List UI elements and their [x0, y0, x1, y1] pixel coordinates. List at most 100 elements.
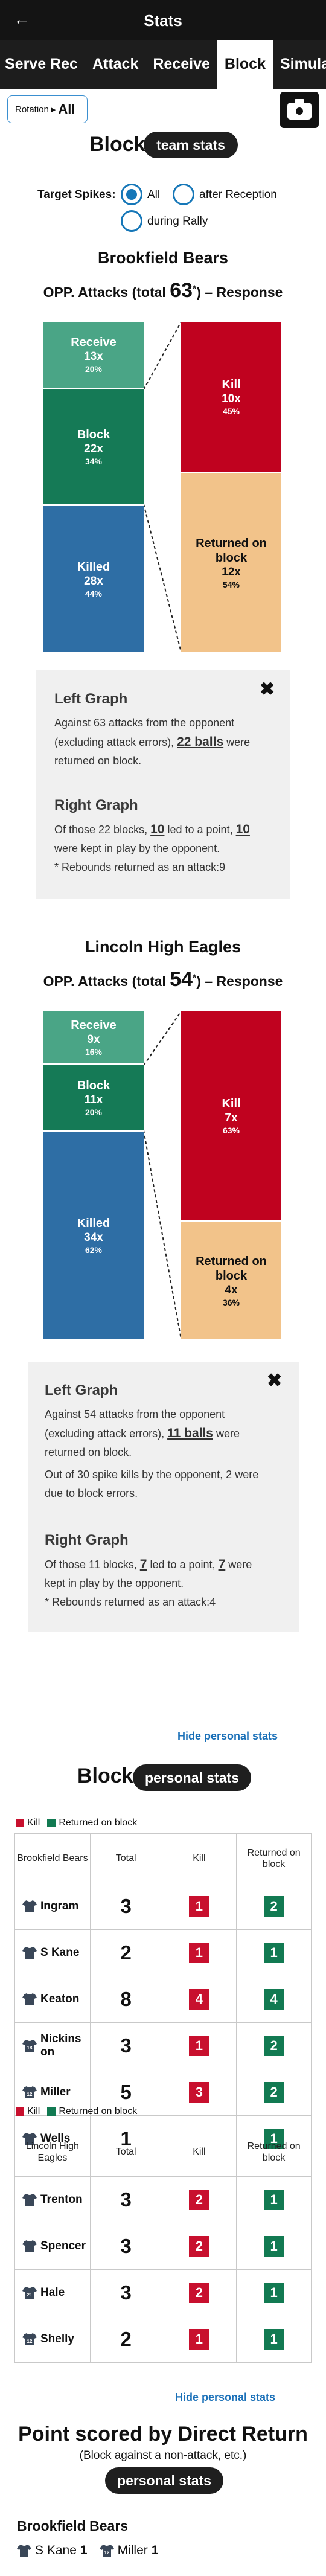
table-header-total: Total [89, 1833, 162, 1883]
team-name-2: Lincoln High Eagles [85, 938, 241, 956]
table-row[interactable]: 18 Nickinson 3 1 2 [14, 2022, 312, 2069]
player-name: Shelly [40, 2333, 74, 2345]
tab-receive[interactable]: Receive [153, 56, 210, 72]
close-x-icon[interactable]: ✖ [260, 679, 275, 699]
kill-badge: 2 [188, 2283, 209, 2303]
returned-badge: 1 [263, 2236, 284, 2257]
table-row[interactable]: 12 Shelly 2 1 1 [14, 2316, 312, 2363]
returned-cell: 1 [236, 1929, 312, 1976]
total-cell: 3 [89, 1883, 162, 1930]
direct-player-value: 1 [80, 2543, 88, 2557]
close-x-icon[interactable]: ✖ [267, 1371, 283, 1391]
returned-badge: 2 [263, 2082, 284, 2103]
returned-badge: 2 [263, 2036, 284, 2056]
hide-personal-stats-link[interactable]: Hide personal stats [175, 2391, 276, 2403]
jersey-icon [22, 1900, 37, 1913]
opp-attacks-line-2: OPP. Attacks (total 54*) – Response [43, 968, 283, 991]
kill-badge: 1 [188, 1943, 209, 1963]
kill-cell: 2 [161, 2176, 237, 2223]
player-name: Hale [40, 2286, 65, 2299]
jersey-icon [22, 2193, 37, 2206]
svg-text:12: 12 [27, 2092, 33, 2097]
total-cell: 3 [89, 2269, 162, 2316]
table-row[interactable]: Ingram 3 1 2 [14, 1883, 312, 1930]
returned-cell: 2 [236, 2069, 312, 2116]
total-cell: 8 [89, 1976, 162, 2023]
returned-badge: 1 [263, 2283, 284, 2303]
rotation-value: All [58, 101, 75, 117]
radio-during-rally[interactable] [121, 210, 142, 232]
right-graph-text: Of those 11 blocks, 7 led to a point, 7 … [45, 1557, 252, 1608]
balls-link[interactable]: 11 balls [167, 1426, 213, 1440]
radio-all[interactable] [121, 184, 142, 205]
kill-badge: 2 [188, 2190, 209, 2210]
arrow-left-icon[interactable]: ← [13, 10, 30, 28]
table-header-team: Brookfield Bears [14, 1833, 91, 1883]
seg-killed-2: Killed 34x 62% [43, 1132, 144, 1339]
returned-badge: 4 [263, 1989, 284, 2010]
direct-return-subtitle: (Block against a non-attack, etc.) [79, 2449, 247, 2462]
left-graph-title: Left Graph [54, 691, 128, 707]
total-cell: 3 [89, 2223, 162, 2270]
left-graph-text: Against 54 attacks from the opponent (ex… [45, 1408, 259, 1499]
jersey-icon [22, 1946, 37, 1959]
table-row[interactable]: 21 Hale 3 2 1 [14, 2269, 312, 2316]
balls-link[interactable]: 22 balls [177, 735, 224, 749]
info-box-1: ✖ Left Graph Against 63 attacks from the… [36, 670, 290, 899]
total-cell: 3 [89, 2022, 162, 2069]
table-row[interactable]: 12 Miller 5 3 2 [14, 2069, 312, 2116]
radio-after-reception-label: after Reception [199, 188, 277, 201]
right-graph-text: Of those 22 blocks, 10 led to a point, 1… [54, 822, 250, 873]
hide-personal-stats-link[interactable]: Hide personal stats [177, 1730, 278, 1742]
left-graph-text: Against 63 attacks from the opponent (ex… [54, 717, 251, 767]
table-header-returned: Returned on block [236, 1833, 312, 1883]
player-name: Nickinson [40, 2033, 82, 2059]
kill-cell: 3 [161, 2069, 237, 2116]
table-row[interactable]: Keaton 8 4 4 [14, 1976, 312, 2023]
kill-badge: 4 [188, 1989, 209, 2010]
kill-badge: 1 [188, 2036, 209, 2056]
kill-cell: 2 [161, 2269, 237, 2316]
kill-cell: 4 [161, 1976, 237, 2023]
table-header-team: Lincoln High Eagles [14, 2127, 91, 2177]
jersey-icon: 12 [99, 2544, 114, 2557]
seg-kill-2: Kill 7x 63% [181, 1011, 281, 1220]
radio-after-reception[interactable] [173, 184, 194, 205]
jersey-icon: 18 [22, 2039, 37, 2052]
seg-block-1: Block 22x 34% [43, 389, 144, 504]
table-header-total: Total [89, 2127, 162, 2177]
info-box-2: ✖ Left Graph Against 54 attacks from the… [28, 1362, 299, 1632]
rotation-selector[interactable]: Rotation ▸ All [7, 95, 88, 123]
player-name: S Kane [40, 1946, 80, 1959]
returned-cell: 1 [236, 2316, 312, 2363]
returned-swatch [47, 2107, 56, 2116]
player-name-cell: S Kane [14, 1929, 91, 1976]
table-row[interactable]: Trenton 3 2 1 [14, 2176, 312, 2223]
personal-stats-pill: personal stats [133, 1764, 251, 1791]
seg-killed-1: Killed 28x 44% [43, 506, 144, 652]
returned-badge: 1 [263, 1943, 284, 1963]
player-name: Miller [40, 2086, 71, 2098]
tab-block[interactable]: Block [217, 40, 273, 89]
kill-swatch [16, 1819, 24, 1827]
kill-cell: 2 [161, 2223, 237, 2270]
table-row[interactable]: S Kane 2 1 1 [14, 1929, 312, 1976]
kill-cell: 1 [161, 2316, 237, 2363]
table-row[interactable]: Spencer 3 2 1 [14, 2223, 312, 2270]
player-name-cell: Keaton [14, 1976, 91, 2023]
player-name-cell: 18 Nickinson [14, 2022, 91, 2069]
returned-cell: 2 [236, 2022, 312, 2069]
kill-badge: 3 [188, 2082, 209, 2103]
tab-attack[interactable]: Attack [92, 56, 139, 72]
caret-right-icon: ▸ [51, 104, 56, 115]
camera-icon[interactable] [280, 92, 319, 128]
player-name-cell: Spencer [14, 2223, 91, 2270]
player-name-cell: Trenton [14, 2176, 91, 2223]
tab-serve-rec[interactable]: Serve Rec [5, 56, 78, 72]
rotation-label: Rotation [15, 104, 49, 115]
tab-simulation[interactable]: Simulat [280, 56, 326, 72]
connector-lines-1 [144, 322, 181, 652]
opp-attacks-line-1: OPP. Attacks (total 63*) – Response [43, 279, 283, 302]
total-cell: 2 [89, 1929, 162, 1976]
radio-during-rally-label: during Rally [147, 215, 208, 228]
